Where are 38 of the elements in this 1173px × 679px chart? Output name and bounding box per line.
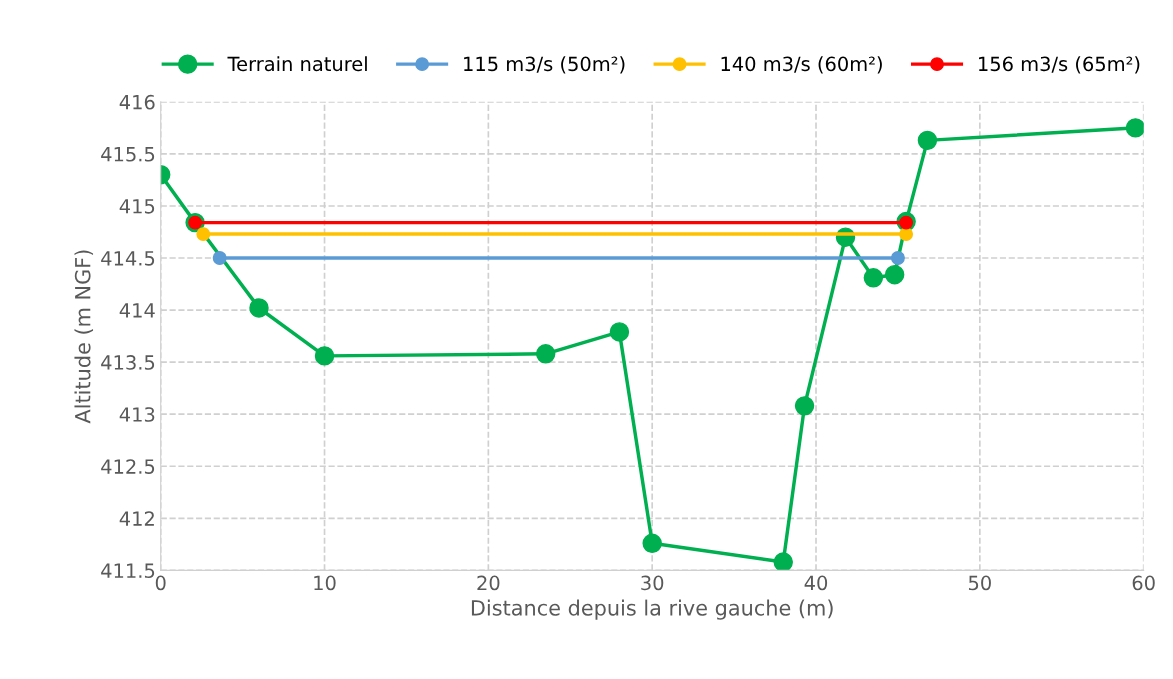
- point: [863, 268, 884, 288]
- legend-label: 156 m3/s (65m²): [979, 56, 1140, 74]
- point: [609, 322, 630, 342]
- x-tick-label: 10: [314, 575, 336, 591]
- point: [249, 298, 269, 318]
- y-tick-label: 415: [119, 199, 155, 214]
- point: [1125, 118, 1144, 138]
- point: [899, 227, 914, 242]
- y-tick-label: 412.5: [101, 459, 155, 474]
- legend-label: 115 m3/s (50m²): [464, 56, 625, 74]
- point: [196, 227, 211, 242]
- y-tick-label: 416: [119, 94, 155, 110]
- y-tick-label: 413.5: [101, 355, 155, 370]
- y-tick-label: 411.5: [101, 563, 155, 579]
- y-tick-label: 414.5: [101, 251, 155, 266]
- y-tick-label: 412: [119, 511, 154, 526]
- legend-label: Terrain naturel: [227, 56, 367, 72]
- y-axis-title: Altitude (m NGF): [74, 250, 94, 424]
- point: [890, 251, 905, 265]
- point: [884, 264, 905, 285]
- y-tick-label: 413: [119, 407, 155, 422]
- x-tick-label: 30: [641, 575, 664, 591]
- x-tick-label: 20: [477, 575, 500, 591]
- point: [535, 344, 556, 364]
- point: [314, 346, 335, 366]
- point: [917, 130, 938, 151]
- x-tick-label: 40: [804, 575, 828, 591]
- x-tick-label: 0: [155, 575, 166, 591]
- x-tick-label: 50: [968, 575, 991, 591]
- y-tick-label: 415.5: [101, 147, 155, 162]
- point: [773, 552, 793, 571]
- x-tick-label: 60: [1132, 575, 1155, 591]
- legend-label: 140 m3/s (60m²): [721, 56, 882, 74]
- y-tick-label: 414: [119, 303, 155, 318]
- point: [212, 251, 227, 265]
- point: [642, 533, 662, 554]
- x-axis-title: Distance depuis la rive gauche (m): [471, 599, 833, 620]
- point: [794, 396, 815, 416]
